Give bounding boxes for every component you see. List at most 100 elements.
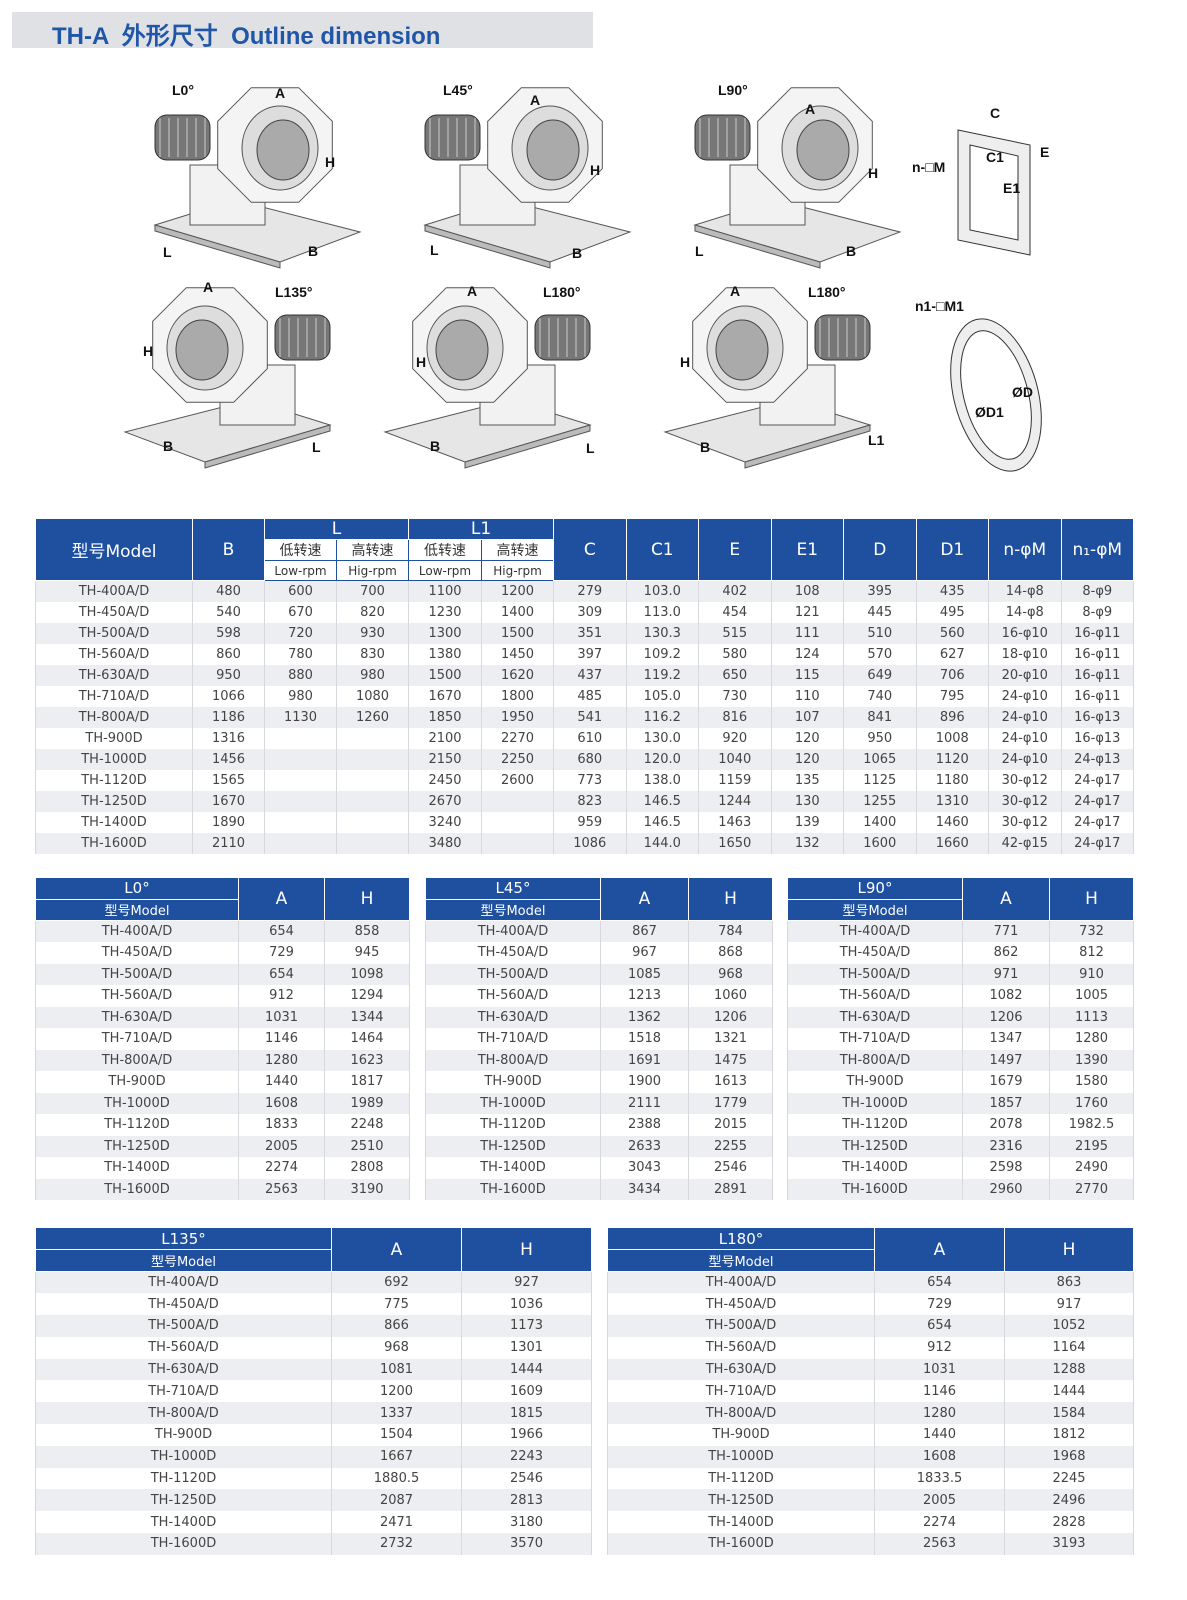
table-cell: 485 bbox=[553, 685, 627, 707]
dimension-label: L1 bbox=[868, 432, 885, 448]
table-cell: 2248 bbox=[324, 1114, 410, 1136]
table-cell: 1036 bbox=[461, 1293, 592, 1316]
table-cell: 109.2 bbox=[625, 643, 700, 665]
table-cell: 2316 bbox=[962, 1135, 1050, 1157]
table-cell: 2078 bbox=[962, 1114, 1050, 1136]
table-cell: 1833.5 bbox=[874, 1467, 1005, 1490]
table-cell: 2005 bbox=[874, 1489, 1005, 1512]
table-cell: TH-1250D bbox=[607, 1489, 875, 1512]
table-cell: 795 bbox=[915, 685, 990, 707]
header-cell: Hig-rpm bbox=[481, 560, 555, 581]
table-cell: 1463 bbox=[698, 811, 772, 833]
fan-drawing bbox=[693, 87, 902, 269]
table-cell: 120.0 bbox=[625, 748, 700, 770]
dimension-label: C1 bbox=[986, 149, 1004, 165]
table-cell: 1040 bbox=[698, 748, 772, 770]
header-row: Low-rpm Hig-rpm Low-rpm Hig-rpm bbox=[36, 560, 1134, 581]
table-cell: TH-560A/D bbox=[35, 985, 239, 1007]
table-cell: 812 bbox=[1049, 942, 1134, 964]
table-cell: 1200 bbox=[481, 580, 555, 602]
table-cell: TH-450A/D bbox=[35, 601, 193, 623]
table-cell: 1008 bbox=[915, 727, 990, 749]
table-cell: TH-900D bbox=[35, 727, 193, 749]
table-cell: 860 bbox=[192, 643, 265, 665]
table-cell: 1580 bbox=[1049, 1071, 1134, 1093]
table-cell: 1347 bbox=[962, 1028, 1050, 1050]
table-row: TH-1120D 1880.5 2546 bbox=[35, 1467, 592, 1490]
table-cell: 1230 bbox=[408, 601, 483, 623]
table-row: TH-1400D 1890 3240 959 146.5 1463 139 1400 1460 3… bbox=[35, 811, 1135, 833]
table-cell bbox=[264, 790, 337, 812]
header-row: 型号Model bbox=[35, 1249, 592, 1272]
table-cell: 820 bbox=[335, 601, 410, 623]
table-cell bbox=[264, 769, 337, 791]
header-row: L180° A H bbox=[607, 1227, 1134, 1272]
dimension-label: n1-□M1 bbox=[915, 298, 964, 314]
table-cell: 1475 bbox=[688, 1049, 773, 1071]
table-row: TH-1400D 2274 2828 bbox=[607, 1511, 1134, 1534]
table-cell: 1667 bbox=[331, 1445, 462, 1468]
table-cell: TH-500A/D bbox=[787, 963, 963, 985]
table-cell: 116.2 bbox=[625, 706, 700, 728]
table-cell: 654 bbox=[238, 963, 325, 985]
table-row: TH-1600D 2563 3190 bbox=[35, 1178, 410, 1200]
table-cell: TH-630A/D bbox=[35, 1358, 332, 1381]
header-cell: 型号Model bbox=[35, 518, 193, 581]
table-cell: 2450 bbox=[408, 769, 483, 791]
table-cell: 1989 bbox=[324, 1092, 410, 1114]
table-cell: 1890 bbox=[192, 811, 265, 833]
dimension-label: E bbox=[1040, 144, 1049, 160]
table-cell: 1260 bbox=[335, 706, 410, 728]
table-cell bbox=[264, 832, 337, 854]
table-cell: 1504 bbox=[331, 1424, 462, 1446]
header-cell: D bbox=[843, 518, 917, 581]
table-cell: 124 bbox=[770, 643, 845, 665]
dimension-label: H bbox=[325, 154, 335, 170]
table-row: TH-900D 1679 1580 bbox=[787, 1071, 1134, 1093]
table-cell: TH-900D bbox=[787, 1071, 963, 1093]
table-cell: 279 bbox=[553, 580, 627, 602]
table-cell: 1444 bbox=[1004, 1380, 1134, 1403]
table-cell: 1982.5 bbox=[1049, 1114, 1134, 1136]
header-cell: L180° bbox=[607, 1227, 875, 1250]
header-cell: n-φM bbox=[988, 518, 1062, 581]
table-cell: 968 bbox=[688, 963, 773, 985]
table-cell: 130.0 bbox=[625, 727, 700, 749]
table-cell: 2496 bbox=[1004, 1489, 1134, 1512]
header-cell: 型号Model bbox=[35, 1249, 332, 1272]
table-cell: 1500 bbox=[408, 664, 483, 686]
table-cell: TH-450A/D bbox=[35, 942, 239, 964]
fan-base-edge bbox=[154, 224, 281, 269]
header-cell: 型号Model bbox=[607, 1249, 875, 1272]
table-cell: TH-500A/D bbox=[35, 963, 239, 985]
table-cell: 1609 bbox=[461, 1380, 592, 1403]
table-row: TH-630A/D 1031 1344 bbox=[35, 1006, 410, 1028]
table-cell: 1440 bbox=[874, 1424, 1005, 1446]
table-cell: 2274 bbox=[238, 1157, 325, 1179]
table-row: TH-1000D 1608 1968 bbox=[607, 1445, 1134, 1468]
view-title: L180° bbox=[808, 284, 846, 300]
table-cell: 130 bbox=[770, 790, 845, 812]
table-cell: 1497 bbox=[962, 1049, 1050, 1071]
table-row: TH-1000D 2111 1779 bbox=[425, 1092, 773, 1114]
table-cell: 680 bbox=[553, 748, 627, 770]
table-cell: 42-φ15 bbox=[988, 832, 1062, 854]
header-cell: 低转速 bbox=[408, 539, 483, 561]
table-cell: 2563 bbox=[238, 1178, 325, 1200]
table-cell: 1880.5 bbox=[331, 1467, 462, 1490]
table-cell: 1800 bbox=[481, 685, 555, 707]
table-cell: TH-800A/D bbox=[35, 706, 193, 728]
header-cell: 型号Model bbox=[35, 898, 239, 921]
table-cell: 2828 bbox=[1004, 1511, 1134, 1534]
table-cell: 3180 bbox=[461, 1511, 592, 1534]
header-cell: Low-rpm bbox=[264, 560, 337, 581]
table-cell: TH-1250D bbox=[35, 790, 193, 812]
header-cell: 高转速 bbox=[481, 539, 555, 561]
header-cell: L bbox=[263, 518, 410, 540]
table-cell: 1120 bbox=[915, 748, 990, 770]
header-row: 型号Model bbox=[607, 1249, 1134, 1272]
table-cell: 896 bbox=[915, 706, 990, 728]
table-cell: 1400 bbox=[843, 811, 917, 833]
dimension-label: H bbox=[680, 354, 690, 370]
dimension-label: A bbox=[467, 283, 477, 299]
